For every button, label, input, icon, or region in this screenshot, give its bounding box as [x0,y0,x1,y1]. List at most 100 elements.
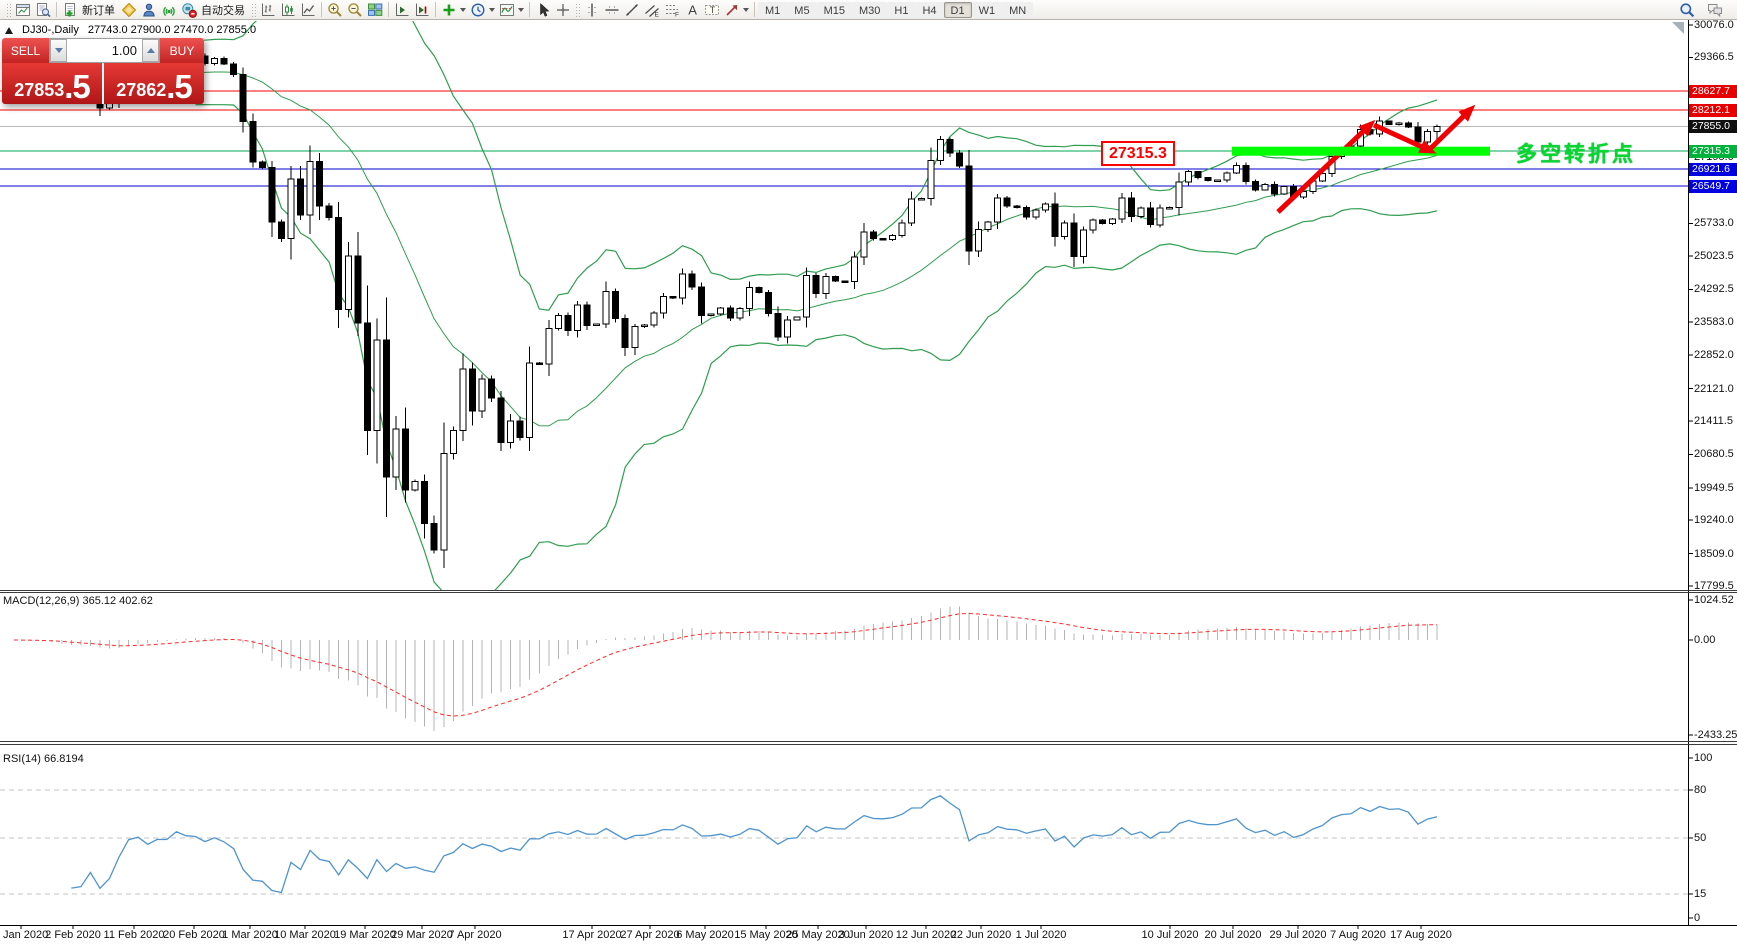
add-indicator-button[interactable] [439,1,468,19]
person-icon [143,3,155,16]
bar-chart-mode-button[interactable] [258,1,278,19]
time-axis-label: 19 Mar 2020 [334,929,396,941]
macd-indicator-label: MACD(12,26,9) 365.12 402.62 [3,595,153,607]
cursor-tool-button[interactable] [533,1,553,19]
symbol-period-title: DJ30-,Daily [22,24,79,36]
rsi-axis-tick: 0 [1694,912,1701,924]
price-axis-tick: 24292.5 [1694,283,1734,295]
cursor-icon [540,2,550,17]
expert-icon [121,2,137,17]
price-axis-tick: 19240.0 [1694,514,1734,526]
zoom-in-icon [328,2,342,17]
toolbar-drag-handle[interactable] [251,2,256,17]
buy-price[interactable]: 27862.5 [104,63,204,104]
buy-price-frac: .5 [166,68,193,104]
toolbar-separator [435,2,436,17]
timeframe-m1-button[interactable]: M1 [758,1,788,18]
time-axis-label: 17 Aug 2020 [1390,929,1452,941]
chat-icon [1708,3,1722,17]
sell-price-int: 27853 [14,80,65,100]
fibonacci-tool-button[interactable]: F [662,1,682,19]
time-axis-label: 20 Feb 2020 [163,929,225,941]
sell-price-frac: .5 [64,68,91,104]
period-button[interactable] [468,1,497,19]
profiles-button[interactable] [33,1,53,19]
accounts-button[interactable] [139,1,159,19]
template-button[interactable] [497,1,526,19]
buy-button[interactable]: BUY [160,38,204,63]
price-axis-tick: 25023.5 [1694,250,1734,262]
horizontal-line-tool-button[interactable] [602,1,622,19]
candlestick-mode-button[interactable] [278,1,298,19]
timeframe-mn-button[interactable]: MN [1002,1,1034,18]
channel-tool-button[interactable]: E [642,1,662,19]
price-axis-tick: 18509.0 [1694,548,1734,560]
time-axis-label: 6 May 2020 [676,929,734,941]
timeframe-m5-button[interactable]: M5 [787,1,817,18]
tile-windows-button[interactable] [365,1,385,19]
toolbar-drag-handle[interactable] [575,2,580,17]
zoom-in-button[interactable] [325,1,345,19]
scroll-last-icon [396,3,409,16]
price-level-badge: 26549.7 [1689,180,1737,193]
svg-text:T: T [710,5,716,15]
rsi-axis-tick: 15 [1694,888,1707,900]
time-axis-label: 20 Jul 2020 [1204,929,1262,941]
sell-button[interactable]: SELL [2,38,49,63]
price-axis-tick: 22852.0 [1694,349,1734,361]
text-a-icon: A [688,2,697,17]
volume-decrease-button[interactable] [50,39,67,62]
chart-title-row: DJ30-,Daily 27743.0 27900.0 27470.0 2785… [5,24,256,36]
search-button[interactable] [1677,1,1697,19]
sell-price[interactable]: 27853.5 [2,63,102,104]
signals-button[interactable] [159,1,179,19]
arrows-tool-button[interactable] [722,1,751,19]
collapse-panel-icon[interactable] [5,26,13,34]
text-tool-button[interactable]: A [682,1,702,19]
crosshair-tool-button[interactable] [553,1,573,19]
algo-trading-button-label: 自动交易 [201,4,245,17]
macd-axis-tick: 0.00 [1694,634,1716,646]
trendline-icon [626,3,638,16]
line-chart-mode-button[interactable] [298,1,318,19]
timeframe-d1-button[interactable]: D1 [943,1,972,18]
level-price-label[interactable]: 27315.3 [1101,141,1175,166]
algo-trading-button[interactable]: 自动交易 [179,1,249,19]
trendline-tool-button[interactable] [622,1,642,19]
zoom-out-button[interactable] [345,1,365,19]
price-axis-tick: 21411.5 [1694,415,1733,427]
new-order-button[interactable]: 新订单 [60,1,119,19]
time-axis-label: 3 Jan 2020 [0,929,49,941]
timeframe-h1-button[interactable]: H1 [887,1,916,18]
rsi-axis-tick: 50 [1694,832,1707,844]
chevron-down-icon [743,7,749,12]
text-label-tool-button[interactable]: T [702,1,722,19]
vline-icon [588,3,596,16]
time-axis-label: 1 Mar 2020 [222,929,278,941]
vertical-line-tool-button[interactable] [582,1,602,19]
price-axis-tick: 20680.5 [1694,448,1734,460]
time-axis-label: 12 Jun 2020 [895,929,957,941]
auto-scroll-button[interactable] [392,1,412,19]
chart-new-icon [16,3,30,16]
search-icon [1680,2,1695,17]
volume-increase-button[interactable] [142,39,159,62]
time-axis-label: 10 Jul 2020 [1141,929,1199,941]
template-icon [500,3,514,16]
time-axis-label: 7 Aug 2020 [1330,929,1386,941]
chart-shift-button[interactable] [412,1,432,19]
expert-advisors-button[interactable] [119,1,139,19]
new-chart-button[interactable] [13,1,33,19]
toolbar-separator [321,2,322,17]
timeframe-w1-button[interactable]: W1 [971,1,1003,18]
time-axis-label: 15 May 2020 [734,929,798,941]
chat-button[interactable] [1705,1,1725,19]
volume-value[interactable]: 1.00 [111,43,137,58]
timeframe-h4-button[interactable]: H4 [915,1,944,18]
timeframe-m15-button[interactable]: M15 [816,1,852,18]
tiles-icon [368,3,383,16]
toolbar-drag-handle[interactable] [6,2,11,17]
timeframe-m30-button[interactable]: M30 [851,1,888,18]
